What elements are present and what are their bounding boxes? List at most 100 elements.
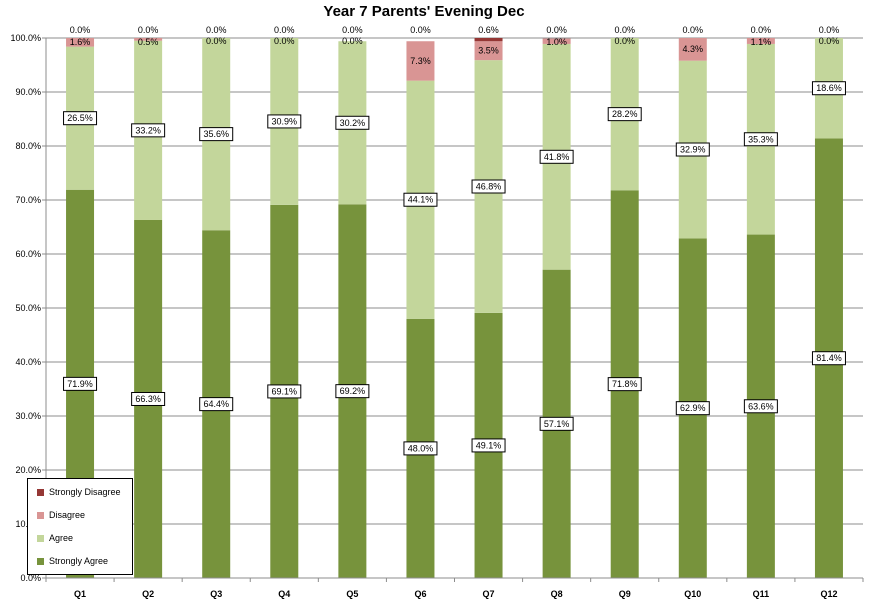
data-label-strongly-agree: 63.6% (748, 401, 774, 411)
data-label-agree: 33.2% (135, 125, 161, 135)
bar-segment-disagree (542, 38, 571, 44)
bar-segment-disagree (134, 38, 163, 41)
data-label-agree-box (199, 127, 234, 142)
data-label-agree: 18.6% (816, 83, 842, 93)
data-label-disagree: 0.5% (138, 37, 159, 47)
y-tick-label: 50.0% (15, 303, 41, 313)
bar-segment-disagree (66, 38, 95, 47)
x-tick-label: Q6 (414, 589, 426, 599)
data-label-strongly-agree-box (267, 384, 302, 399)
data-label-agree-box (675, 142, 710, 157)
data-label-strongly-agree: 71.9% (67, 379, 93, 389)
data-label-strongly-agree: 57.1% (544, 419, 570, 429)
data-label-strongly-agree-box (131, 391, 166, 406)
legend-item-strongly-disagree: Strongly Disagree (37, 485, 121, 499)
legend-item-agree: Agree (37, 531, 73, 545)
data-label-strongly-agree: 71.8% (612, 379, 638, 389)
data-label-strongly-agree: 64.4% (203, 399, 229, 409)
data-label-strongly-disagree: 0.0% (274, 25, 295, 35)
x-tick-label: Q2 (142, 589, 154, 599)
data-label-strongly-agree-box (607, 377, 642, 392)
data-label-strongly-agree-box (743, 399, 778, 414)
y-tick-label: 0.0% (20, 573, 41, 583)
bar-segment-strongly-disagree (474, 38, 503, 42)
legend-swatch-strongly-disagree (37, 488, 44, 496)
legend: Strongly Disagree Disagree Agree Strongl… (27, 478, 133, 575)
data-label-strongly-disagree: 0.0% (206, 25, 227, 35)
data-label-strongly-disagree: 0.0% (70, 25, 91, 35)
bar-segment-disagree (406, 41, 435, 81)
x-tick-label: Q9 (619, 589, 631, 599)
bar-segment-disagree (678, 38, 707, 61)
data-label-agree-box (471, 179, 506, 194)
data-label-strongly-disagree: 0.0% (546, 25, 567, 35)
data-label-disagree: 0.0% (342, 36, 363, 46)
legend-item-disagree: Disagree (37, 508, 85, 522)
data-label-strongly-disagree: 0.0% (683, 25, 704, 35)
data-label-agree: 35.3% (748, 134, 774, 144)
data-label-disagree: 0.0% (274, 36, 295, 46)
data-label-agree: 28.2% (612, 109, 638, 119)
data-label-disagree: 0.0% (614, 36, 635, 46)
data-label-agree: 30.2% (340, 118, 366, 128)
x-tick-label: Q3 (210, 589, 222, 599)
data-label-disagree: 7.3% (410, 56, 431, 66)
y-tick-label: 60.0% (15, 249, 41, 259)
legend-swatch-strongly-agree (37, 557, 44, 565)
legend-swatch-agree (37, 534, 44, 542)
data-label-agree-box (607, 107, 642, 122)
data-labels: 71.9% 26.5% 1.6% 0.0% 66.3% 33.2% 0.5% 0.0% 64.4… (63, 25, 846, 456)
y-tick-label: 100.0% (10, 33, 41, 43)
data-label-strongly-disagree: 0.0% (342, 25, 363, 35)
data-label-strongly-disagree: 0.6% (478, 25, 499, 35)
legend-label: Strongly Disagree (49, 487, 121, 497)
data-label-agree-box (131, 123, 166, 138)
data-label-agree: 35.6% (203, 129, 229, 139)
chart-title: Year 7 Parents' Evening Dec (323, 3, 524, 20)
x-tick-label: Q11 (753, 589, 770, 599)
y-tick-label: 80.0% (15, 141, 41, 151)
x-tick-label: Q5 (346, 589, 358, 599)
legend-label: Disagree (49, 510, 86, 520)
x-tick-label: Q12 (820, 589, 837, 599)
data-label-agree: 26.5% (67, 113, 93, 123)
data-label-agree-box (335, 115, 370, 130)
data-label-strongly-agree: 49.1% (476, 440, 502, 450)
x-tick-label: Q10 (684, 589, 701, 599)
data-label-strongly-agree-box (539, 416, 574, 431)
data-label-strongly-agree: 81.4% (816, 353, 842, 363)
data-label-strongly-agree-box (471, 438, 506, 453)
data-label-disagree: 1.1% (751, 37, 772, 47)
data-label-strongly-disagree: 0.0% (138, 25, 159, 35)
data-label-strongly-agree-box (811, 351, 846, 366)
data-label-agree: 32.9% (680, 145, 706, 155)
data-label-strongly-agree: 66.3% (135, 394, 161, 404)
data-label-strongly-agree-box (199, 397, 234, 412)
data-label-strongly-disagree: 0.0% (614, 25, 635, 35)
data-label-strongly-agree: 69.1% (272, 386, 298, 396)
data-label-disagree: 1.0% (546, 37, 567, 47)
data-label-disagree: 1.6% (70, 37, 91, 47)
x-tick-label: Q8 (551, 589, 563, 599)
data-label-strongly-agree-box (335, 384, 370, 399)
data-label-disagree: 0.0% (206, 36, 227, 46)
data-label-strongly-agree-box (403, 441, 438, 456)
bar-segment-disagree (474, 41, 503, 61)
bar-segment-disagree (746, 38, 775, 44)
gridlines (46, 37, 863, 525)
y-tick-label: 90.0% (15, 87, 41, 97)
y-tick-label: 20.0% (15, 465, 41, 475)
data-label-agree: 46.8% (476, 182, 502, 192)
data-label-strongly-disagree: 0.0% (751, 25, 772, 35)
data-label-agree-box (743, 132, 778, 147)
legend-item-strongly-agree: Strongly Agree (37, 554, 108, 568)
x-tick-label: Q4 (278, 589, 290, 599)
data-label-disagree: 4.3% (683, 44, 704, 54)
legend-label: Agree (49, 533, 74, 543)
data-label-strongly-agree: 69.2% (340, 386, 366, 396)
y-tick-label: 40.0% (15, 357, 41, 367)
data-label-agree: 30.9% (272, 116, 298, 126)
data-label-strongly-agree-box (675, 401, 710, 416)
data-label-agree-box (539, 149, 574, 164)
